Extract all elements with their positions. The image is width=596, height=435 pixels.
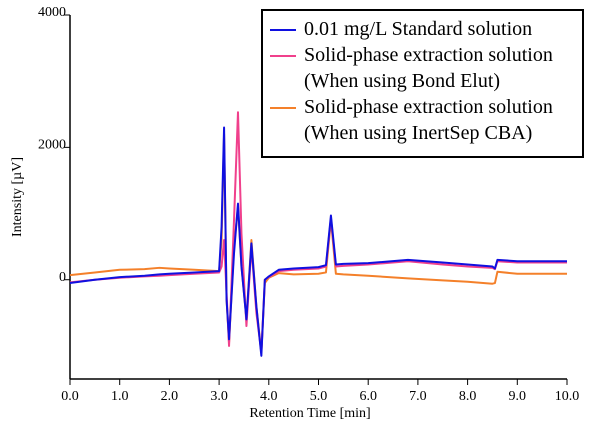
legend-label: Solid-phase extraction solution (When usi…: [304, 96, 553, 144]
x-tick-label: 10.0: [555, 389, 580, 404]
x-tick-label: 7.0: [409, 389, 427, 404]
legend: 0.01 mg/L Standard solution Solid-phase e…: [261, 9, 584, 158]
legend-label: 0.01 mg/L Standard solution: [304, 18, 532, 40]
y-tick-label: 2000: [38, 138, 66, 153]
x-tick-label: 8.0: [459, 389, 477, 404]
x-tick-label: 9.0: [509, 389, 527, 404]
series-line: [69, 133, 567, 354]
x-tick-label: 3.0: [210, 389, 228, 404]
y-axis-label: Intensity [µV]: [10, 157, 25, 237]
x-tick-label: 5.0: [310, 389, 328, 404]
x-axis-label: Retention Time [min]: [249, 406, 370, 421]
y-tick-label: 4000: [38, 5, 66, 20]
x-tick-label: 2.0: [161, 389, 179, 404]
x-tick-label: 0.0: [61, 389, 79, 404]
x-tick-label: 6.0: [359, 389, 377, 404]
series-line: [69, 126, 567, 357]
legend-box: [261, 9, 584, 158]
x-tick-label: 4.0: [260, 389, 278, 404]
y-tick-label: 0: [59, 270, 66, 285]
x-tick-label: 1.0: [111, 389, 129, 404]
legend-label: Solid-phase extraction solution (When usi…: [304, 44, 553, 92]
